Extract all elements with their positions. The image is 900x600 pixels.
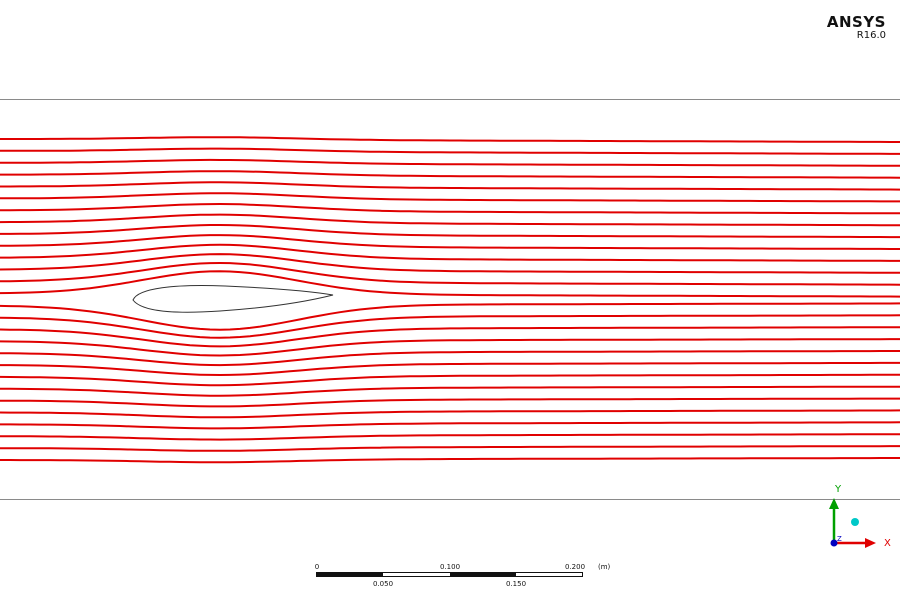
streamline: [0, 202, 900, 215]
scale-label-0-050: 0.050: [372, 580, 394, 588]
domain-bottom-edge: [0, 499, 900, 500]
streamline: [0, 192, 900, 203]
scale-label-0-100: 0.100: [439, 563, 461, 571]
scale-bar: 0 0.100 0.200 (m) 0.050 0.150: [300, 555, 620, 595]
streamline: [0, 421, 900, 430]
scale-label-0-200: 0.200: [564, 563, 586, 571]
streamline: [0, 170, 900, 179]
streamline: [0, 181, 900, 191]
streamline: [0, 385, 900, 397]
triad-x-arrow: [865, 538, 876, 548]
scale-segment-3: [450, 573, 516, 576]
triad-z-label: Z: [837, 535, 842, 543]
streamline: [0, 338, 900, 357]
streamline: [0, 445, 900, 452]
streamline: [0, 253, 900, 274]
domain-top-edge: [0, 99, 900, 100]
streamline: [0, 243, 900, 262]
streamline: [0, 409, 900, 419]
streamline: [0, 147, 900, 155]
streamline: [0, 234, 900, 250]
logo-version: R16.0: [856, 30, 886, 41]
streamline: [0, 158, 900, 167]
streamline: [0, 261, 900, 286]
streamline: [0, 433, 900, 441]
streamline: [0, 361, 900, 377]
streamline: [0, 457, 900, 464]
triad-origin: [830, 539, 838, 547]
streamline: [0, 397, 900, 408]
airfoil-outline: [132, 285, 334, 313]
scale-label-0: 0: [314, 563, 320, 571]
streamline: [0, 224, 900, 239]
scale-unit: (m): [598, 563, 611, 571]
ansys-logo: ANSYS R16.0: [827, 14, 886, 41]
streamline: [0, 326, 900, 348]
streamline: [0, 314, 900, 339]
triad-y-arrow: [829, 498, 839, 509]
scale-segment-1: [317, 573, 383, 576]
streamline: [0, 270, 900, 298]
scale-bar-frame: [316, 572, 583, 577]
streamline-group: [0, 136, 900, 464]
streamline: [0, 350, 900, 367]
streamline: [0, 373, 900, 387]
streamline: [0, 213, 900, 227]
streamline: [0, 136, 900, 143]
scale-label-0-150: 0.150: [505, 580, 527, 588]
triad-rotation-center: [851, 518, 859, 526]
streamline: [0, 302, 900, 331]
triad-y-label: Y: [834, 484, 842, 495]
triad-x-label: X: [884, 538, 891, 549]
logo-brand: ANSYS: [826, 13, 886, 31]
axis-triad: Y X Z: [829, 484, 891, 549]
